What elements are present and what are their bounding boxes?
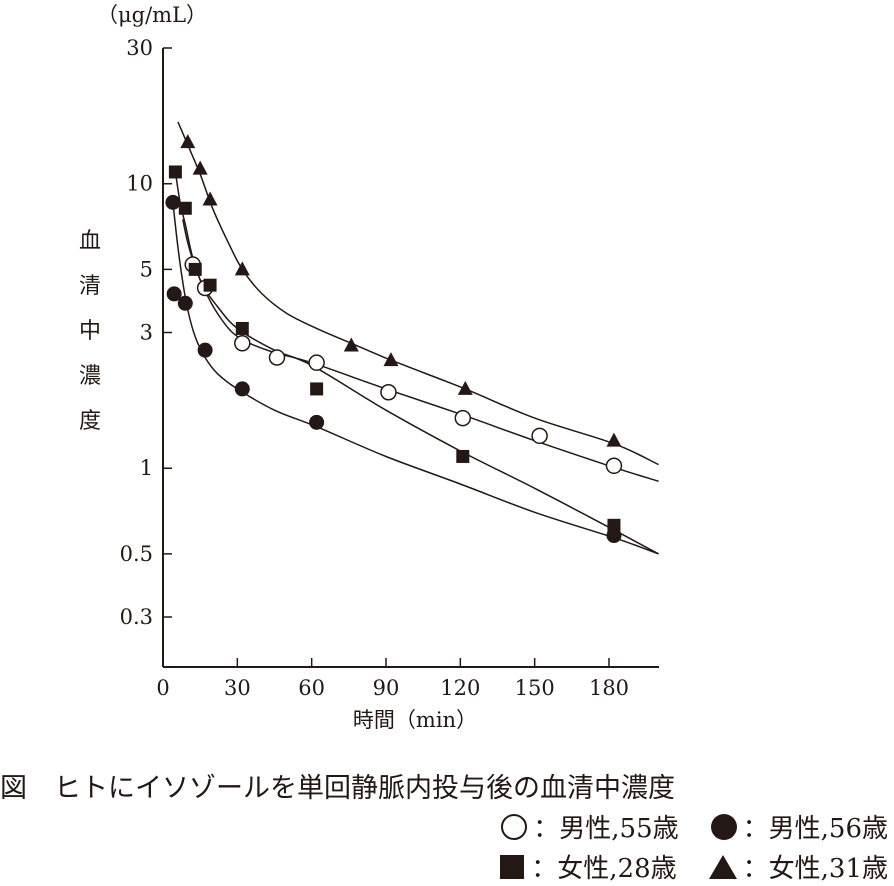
y-tick-label: 0.3: [120, 605, 153, 629]
data-point-square-filled: [188, 262, 202, 276]
data-point-circle-open: [380, 383, 397, 401]
data-point-circle-filled: [309, 414, 325, 430]
legend-marker-filled-square: [500, 854, 525, 879]
data-point-triangle-filled: [606, 432, 622, 447]
axis-labels: 30 10 5 3 1 0.5 0.3 0 30 60 90 120 150 180 （μg/mL） 血清中濃…: [79, 3, 629, 732]
legend-row-1: ： 男性,55歳 ： 男性,56歳: [469, 808, 888, 845]
y-tick-label: 0.5: [120, 542, 153, 566]
data-point-triangle-filled: [180, 134, 196, 149]
data-point-circle-open: [268, 349, 286, 366]
y-axis-label-char: 清: [79, 274, 101, 299]
legend-row-2: ： 女性,28歳 ： 女性,31歳: [467, 848, 888, 885]
data-point-triangle-filled: [457, 380, 473, 395]
x-tick-label: 180: [589, 676, 629, 700]
y-unit-label: （μg/mL）: [97, 3, 207, 27]
data-point-triangle-filled: [192, 160, 208, 175]
y-tick-label: 30: [126, 36, 153, 60]
data-point-triangle-filled: [234, 261, 250, 276]
data-point-square-filled: [168, 165, 182, 179]
data-point-square-filled: [178, 201, 192, 215]
data-point-circle-filled: [234, 381, 250, 397]
y-tick-label: 10: [126, 172, 153, 196]
legend-item: ： 男性,56歳: [709, 808, 888, 845]
legend-separator: ：: [531, 854, 558, 884]
y-axis-label-char: 血: [79, 229, 101, 254]
x-tick-label: 90: [373, 676, 400, 700]
y-tick-label: 3: [140, 321, 153, 345]
legend-separator: ：: [533, 814, 560, 844]
y-axis-label-char: 濃: [79, 364, 101, 389]
figure-caption: 図 ヒトにイソゾールを単回静脈内投与後の血清中濃度: [0, 773, 675, 804]
fit-curve-circle-filled: [172, 202, 659, 555]
data-point-triangle-filled: [383, 352, 399, 367]
data-point-circle-open: [454, 409, 472, 427]
data-point-circle-filled: [197, 342, 213, 358]
y-tick-label: 5: [140, 257, 153, 281]
axes: [162, 47, 659, 668]
x-tick-label: 30: [224, 676, 251, 700]
data-point-circle-open: [605, 457, 623, 475]
data-point-triangle-filled: [343, 337, 359, 352]
data-point-circle-open: [308, 354, 325, 371]
legend-label: 女性,31歳: [768, 854, 888, 884]
x-tick-label: 0: [156, 676, 169, 700]
legend-item: ： 女性,28歳: [497, 848, 677, 885]
legend-separator: ：: [742, 854, 769, 884]
concentration-chart: 30 10 5 3 1 0.5 0.3 0 30 60 90 120 150 180 （μg/mL） 血清中濃…: [79, 3, 659, 732]
data-point-circle-open: [234, 335, 251, 352]
legend-marker-open-circle: [501, 813, 528, 840]
legend-separator: ：: [742, 814, 769, 844]
data-point-circle-filled: [177, 295, 193, 311]
legend-label: 男性,56歳: [768, 814, 888, 844]
y-tick-label: 1: [140, 456, 153, 480]
data-point-circle-filled: [166, 286, 182, 302]
x-tick-label: 150: [515, 676, 555, 700]
data-markers: [165, 134, 623, 544]
fit-curve-triangle-filled: [177, 121, 659, 466]
data-point-circle-filled: [165, 194, 181, 210]
fit-curve-square-filled: [174, 171, 659, 555]
x-tick-label: 60: [298, 676, 325, 700]
data-point-square-filled: [235, 321, 249, 335]
data-point-square-filled: [310, 382, 324, 396]
data-point-square-filled: [203, 278, 217, 292]
legend-label: 男性,55歳: [559, 814, 679, 844]
legend-marker-filled-circle: [710, 813, 737, 840]
legend-label: 女性,28歳: [557, 854, 677, 884]
x-tick-label: 120: [440, 676, 480, 700]
legend-marker-filled-triangle: [708, 854, 737, 879]
data-point-circle-open: [531, 427, 548, 445]
data-point-triangle-filled: [202, 191, 218, 206]
data-point-square-filled: [456, 449, 470, 463]
x-axis-label: 時間（min）: [353, 708, 477, 732]
legend-item: ： 男性,55歳: [499, 808, 679, 845]
fit-curve-circle-open: [182, 219, 659, 483]
y-axis-label-char: 中: [79, 319, 101, 344]
y-axis-label-char: 度: [79, 409, 101, 434]
data-point-square-filled: [607, 518, 621, 532]
legend-item: ： 女性,31歳: [707, 848, 888, 885]
